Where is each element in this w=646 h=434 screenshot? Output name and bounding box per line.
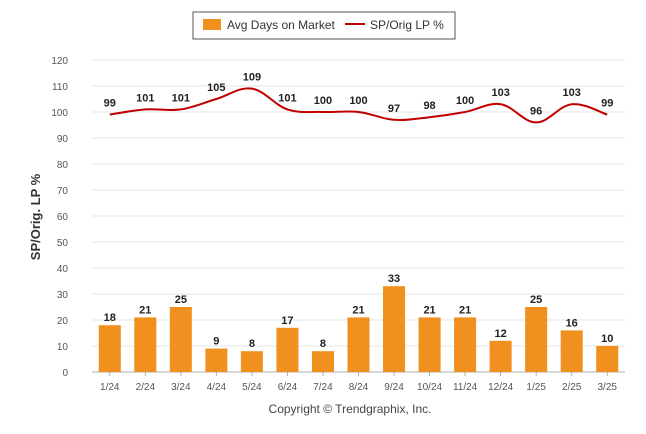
x-tick-label: 1/25: [526, 382, 546, 393]
bar-data-label: 17: [281, 315, 293, 327]
line-data-label: 99: [104, 98, 116, 110]
y-tick-label: 30: [57, 290, 69, 301]
line-series: 99 101 101 105 109 101 100 100 97 98 100 103 96 103 99: [104, 72, 613, 124]
line-data-label: 96: [530, 105, 542, 117]
y-tick-label: 40: [57, 264, 69, 275]
bar: [489, 340, 512, 372]
line-data-label: 103: [491, 87, 509, 99]
x-tick-label: 10/24: [417, 382, 442, 393]
bar: [525, 307, 548, 372]
bar: [205, 348, 228, 372]
x-tick-label: 7/24: [313, 382, 333, 393]
bar-data-label: 25: [175, 294, 187, 306]
bar-data-label: 18: [104, 312, 116, 324]
y-tick-label: 0: [62, 368, 68, 379]
bar-data-label: 8: [249, 338, 255, 350]
bar-data-label: 21: [459, 304, 471, 316]
bar-series: 18 21 25 9 8 17 8 21 33 21 21 12 25 16 10: [98, 273, 619, 372]
x-tick-label: 4/24: [207, 382, 227, 393]
x-axis-ticks: 1/24 2/24 3/24 4/24 5/24 6/24 7/24 8/24 9/24 10/2…: [100, 372, 617, 393]
bar-data-label: 9: [213, 336, 219, 348]
bar-data-label: 25: [530, 294, 542, 306]
y-tick-label: 70: [57, 186, 69, 197]
bar: [347, 317, 370, 372]
line-data-label: 100: [314, 95, 332, 107]
x-tick-label: 3/25: [597, 382, 617, 393]
line-data-label: 101: [172, 92, 190, 104]
line-data-label: 101: [136, 92, 154, 104]
y-axis-title: SP/Orig. LP %: [28, 173, 43, 260]
line-data-label: 100: [456, 95, 474, 107]
bar: [169, 307, 192, 372]
series-line: [109, 87, 608, 124]
y-tick-label: 90: [57, 134, 69, 145]
copyright-text: Copyright © Trendgraphix, Inc.: [269, 402, 432, 416]
bar: [454, 317, 477, 372]
bar: [596, 346, 619, 372]
bar: [98, 325, 121, 372]
line-data-label: 97: [388, 103, 400, 115]
bar: [383, 286, 406, 372]
line-data-label: 109: [243, 72, 261, 84]
y-axis-ticks: 0 10 20 30 40 50 60 70 80 90 100 110 120: [51, 56, 68, 379]
x-tick-label: 3/24: [171, 382, 191, 393]
bar: [560, 330, 583, 372]
x-tick-label: 2/25: [562, 382, 582, 393]
legend-box: [192, 11, 456, 40]
bar-data-label: 33: [388, 273, 400, 285]
y-tick-label: 60: [57, 212, 69, 223]
bar-data-label: 21: [139, 304, 151, 316]
bar: [418, 317, 441, 372]
bar: [240, 351, 263, 372]
bar-data-label: 10: [601, 333, 613, 345]
y-tick-label: 80: [57, 160, 69, 171]
y-tick-label: 110: [52, 82, 68, 93]
bar-data-label: 12: [495, 328, 507, 340]
legend-label-line: SP/Orig LP %: [370, 18, 444, 32]
legend: Avg Days on Market SP/Orig LP %: [192, 11, 456, 40]
x-tick-label: 12/24: [488, 382, 513, 393]
line-data-label: 105: [207, 82, 225, 94]
x-tick-label: 9/24: [384, 382, 404, 393]
legend-bar-swatch: [203, 19, 221, 30]
y-tick-label: 100: [51, 108, 68, 119]
y-tick-label: 120: [51, 56, 68, 67]
y-tick-label: 20: [57, 316, 69, 327]
bar: [311, 351, 334, 372]
legend-label-bar: Avg Days on Market: [227, 18, 335, 32]
y-tick-label: 50: [57, 238, 69, 249]
bar: [276, 327, 299, 372]
line-data-label: 99: [601, 98, 613, 110]
line-data-label: 100: [349, 95, 367, 107]
bar-data-label: 21: [352, 304, 364, 316]
line-data-label: 103: [563, 87, 581, 99]
x-tick-label: 1/24: [100, 382, 120, 393]
line-data-label: 101: [278, 92, 296, 104]
x-tick-label: 11/24: [453, 382, 478, 393]
y-tick-label: 10: [57, 342, 69, 353]
bar-data-label: 16: [566, 317, 578, 329]
x-tick-label: 6/24: [278, 382, 298, 393]
x-tick-label: 5/24: [242, 382, 262, 393]
x-tick-label: 8/24: [349, 382, 369, 393]
bar-data-label: 8: [320, 338, 326, 350]
line-data-label: 98: [423, 100, 435, 112]
bar: [134, 317, 157, 372]
bar-data-label: 21: [423, 304, 435, 316]
x-tick-label: 2/24: [136, 382, 156, 393]
